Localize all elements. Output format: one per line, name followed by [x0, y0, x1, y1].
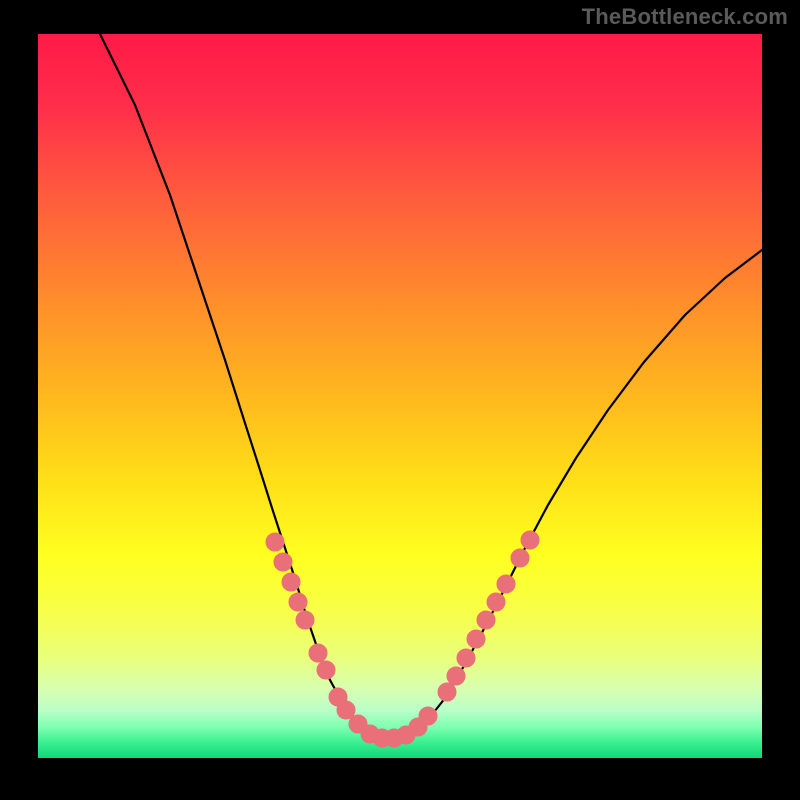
data-point	[467, 630, 485, 648]
data-point	[447, 667, 465, 685]
data-point	[521, 531, 539, 549]
data-point	[337, 701, 355, 719]
data-point	[309, 644, 327, 662]
data-point	[317, 661, 335, 679]
chart-container: TheBottleneck.com	[0, 0, 800, 800]
data-point	[274, 553, 292, 571]
data-point	[289, 593, 307, 611]
data-point	[266, 533, 284, 551]
watermark-text: TheBottleneck.com	[582, 4, 788, 30]
data-point	[477, 611, 495, 629]
data-point	[511, 549, 529, 567]
gradient-background	[38, 34, 762, 758]
data-point	[419, 707, 437, 725]
data-point	[296, 611, 314, 629]
data-point	[457, 649, 475, 667]
data-point	[282, 573, 300, 591]
data-point	[438, 683, 456, 701]
data-point	[497, 575, 515, 593]
data-point	[487, 593, 505, 611]
bottleneck-chart	[0, 0, 800, 800]
